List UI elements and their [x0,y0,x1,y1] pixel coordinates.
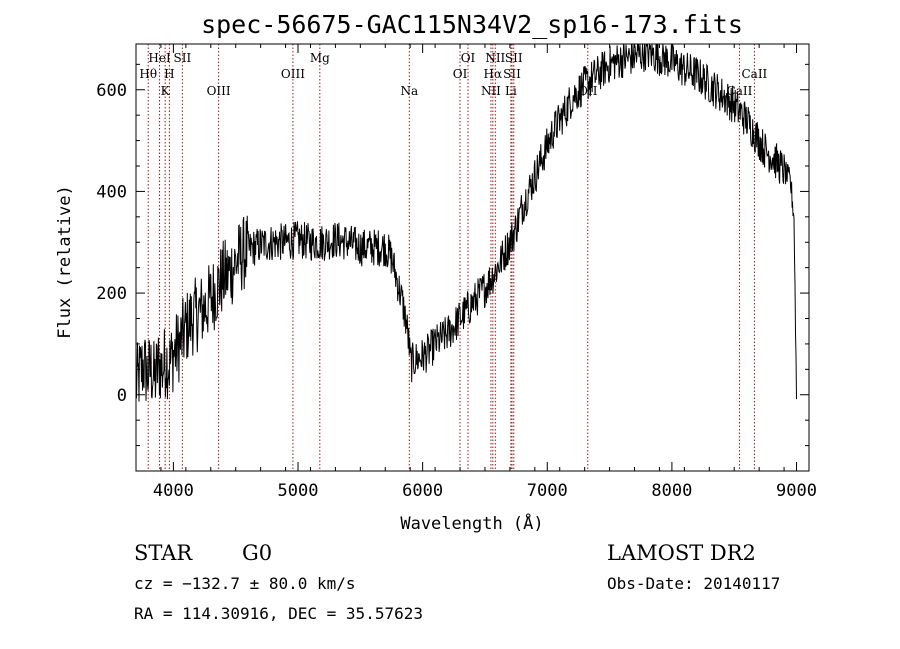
spectral-line-label: CaII [727,84,753,98]
spectral-line-label: HeI [148,51,171,65]
survey-name: LAMOST DR2 [607,541,756,565]
spectral-line-label: OI [461,51,476,65]
y-tick-label: 200 [96,284,127,304]
y-tick-label: 600 [96,81,127,101]
spectral-line-label: Li [505,84,517,98]
x-tick-label: 8000 [651,481,692,501]
x-axis-label: Wavelength (Å) [400,512,543,534]
x-tick-label: 6000 [402,481,443,501]
spectral-line-label: Hα [484,67,503,81]
x-tick-label: 4000 [153,481,194,501]
spectral-line-label: SII [174,51,192,65]
observation-date: Obs-Date: 20140117 [607,574,780,593]
axis-ticks: 4000 5000 6000 7000 8000 9000 0 200 400 600 [96,44,817,501]
spectral-line-label: NII [485,51,505,65]
spectral-subclass: G0 [242,541,272,565]
spectral-line-label: H [164,67,174,81]
redshift-velocity: cz = −132.7 ± 80.0 km/s [134,574,356,593]
spectral-line-label: OIII [207,84,231,98]
y-tick-label: 400 [96,182,127,202]
spectral-line-label: Hθ [139,67,157,81]
x-tick-label: 9000 [776,481,817,501]
spectrum-line [135,43,797,402]
spectral-class: STAR [134,541,193,565]
plot-frame [135,43,810,472]
spectral-line-label: Na [400,84,418,98]
y-axis-label: Flux (relative) [55,185,75,339]
y-tick-label: 0 [117,386,127,406]
coordinates: RA = 114.30916, DEC = 35.57623 [134,604,423,623]
spectral-line-label: OI [453,67,468,81]
spectrum-series [135,43,797,402]
spectral-line-label: Mg [310,51,330,65]
chart-title: spec-56675-GAC115N34V2_sp16-173.fits [201,10,743,39]
spectral-line-label: CaII [741,67,767,81]
spectral-line-label: SII [505,51,523,65]
spectral-line-label: SII [503,67,521,81]
spectral-line-label: K [161,84,171,98]
spectral-line-label: NII [481,84,501,98]
x-tick-label: 5000 [278,481,319,501]
spectral-line-markers: HθHeIKHSIIOIIIOIIIMgNaOIOINIIHαNIILiSIIS… [139,44,768,471]
spectral-line-label: OIII [281,67,305,81]
x-tick-label: 7000 [527,481,568,501]
